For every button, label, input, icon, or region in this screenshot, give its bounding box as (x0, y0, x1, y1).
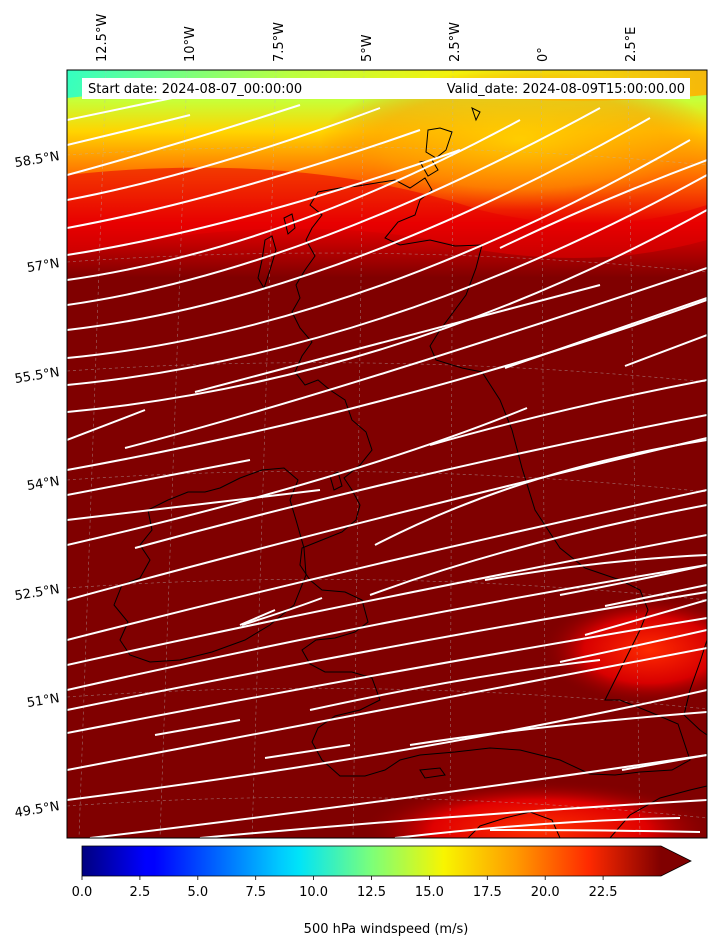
lat-label: 55.5°N (14, 365, 61, 387)
lat-label: 58.5°N (14, 149, 61, 171)
coastline-wight (419, 767, 446, 779)
start-date-text: Start date: 2024-08-07_00:00:00 (88, 82, 302, 97)
coastline-isle-of-man (329, 471, 343, 491)
lon-label: 12.5°W (95, 14, 110, 62)
wind-streamlines (67, 87, 707, 838)
map-panel: Start date: 2024-08-07_00:00:00 Valid_da… (66, 69, 708, 839)
lon-label: 2.5°E (624, 27, 639, 62)
longitude-labels: 12.5°W 10°W 7.5°W 5°W 2.5°W 0° 2.5°E (95, 14, 639, 62)
latitude-labels: 58.5°N 57°N 55.5°N 54°N 52.5°N 51°N 49.5… (14, 149, 61, 821)
coastline-netherlands (683, 639, 707, 736)
lon-label: 0° (536, 47, 551, 62)
colorbar-tick-label: 7.5 (245, 885, 266, 900)
colorbar-tick-label: 12.5 (357, 885, 386, 900)
colorbar-gradient (82, 846, 661, 876)
lon-label: 10°W (183, 26, 198, 62)
colorbar-label: 500 hPa windspeed (m/s) (304, 922, 469, 937)
windspeed-high-south (360, 780, 707, 838)
colorbar-tick-label: 5.0 (187, 885, 208, 900)
colorbar-ticks: 0.0 2.5 5.0 7.5 10.0 12.5 15.0 17.5 20.0 22.5 (72, 876, 618, 900)
lat-label: 49.5°N (14, 799, 61, 821)
colorbar-tick-label: 2.5 (130, 885, 151, 900)
colorbar-tick-label: 0.0 (72, 885, 93, 900)
coastline-hebrides (257, 213, 296, 290)
colorbar: 0.0 2.5 5.0 7.5 10.0 12.5 15.0 17.5 20.0 22.5 500… (72, 845, 692, 937)
colorbar-tick-label: 15.0 (415, 885, 444, 900)
valid-date-text: Valid_date: 2024-08-09T15:00:00.00 (447, 82, 685, 97)
colorbar-extend-triangle (661, 846, 691, 876)
map-frame (66, 69, 708, 839)
lat-label: 52.5°N (14, 582, 61, 604)
lat-label: 57°N (26, 256, 61, 276)
lat-label: 51°N (26, 691, 61, 711)
colorbar-tick-label: 22.5 (589, 885, 618, 900)
date-annotation-box (82, 78, 690, 99)
lon-label: 2.5°W (448, 22, 463, 62)
colorbar-tick-label: 17.5 (473, 885, 502, 900)
lon-label: 7.5°W (272, 22, 287, 62)
lon-label: 5°W (360, 34, 375, 62)
colorbar-outline (81, 845, 692, 877)
colorbar-tick-label: 20.0 (531, 885, 560, 900)
colorbar-tick-label: 10.0 (299, 885, 328, 900)
windspeed-high-northeast (320, 70, 707, 210)
lat-label: 54°N (26, 474, 61, 494)
windspeed-high-southeast (540, 595, 707, 705)
